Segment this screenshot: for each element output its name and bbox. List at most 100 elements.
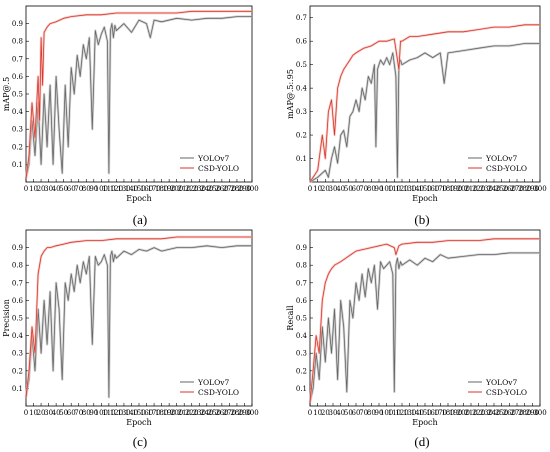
x-tick-label: 160 (426, 409, 439, 417)
legend-entry-1: CSD-YOLO (486, 388, 527, 397)
x-tick-label: 130 (117, 185, 130, 193)
series-line-1 (309, 238, 540, 403)
x-tick-label: 20 (37, 185, 46, 193)
x-tick-label: 180 (441, 185, 454, 193)
y-tick-label: 0.4 (296, 332, 308, 340)
x-axis-label: Epoch (412, 418, 437, 427)
x-tick-label: 30 (44, 409, 53, 417)
x-tick-label: 280 (230, 409, 243, 417)
x-tick-label: 50 (59, 409, 68, 417)
x-tick-label: 120 (110, 185, 123, 193)
x-tick-label: 40 (336, 185, 345, 193)
y-tick-label: 0.1 (12, 385, 23, 393)
y-tick-label: 0.2 (12, 367, 23, 375)
x-tick-label: 300 (245, 185, 258, 193)
panel-caption-d: (d) (414, 434, 430, 449)
x-tick-label: 190 (449, 185, 462, 193)
y-tick-label: 0.5 (296, 61, 307, 69)
y-axis-label: mAP@.5 (2, 77, 11, 111)
panel-caption-c: (c) (132, 434, 148, 449)
x-tick-label: 70 (359, 409, 368, 417)
x-tick-label: 10 (313, 185, 322, 193)
series-line-0 (309, 252, 540, 403)
x-tick-label: 200 (457, 185, 470, 193)
x-tick-label: 170 (434, 409, 447, 417)
x-tick-label: 50 (59, 185, 68, 193)
panel-caption-a: (a) (132, 212, 148, 227)
series-line-0 (25, 245, 252, 398)
x-axis-label: Epoch (126, 418, 151, 427)
x-tick-label: 190 (162, 409, 175, 417)
x-tick-label: 110 (102, 185, 115, 193)
x-tick-label: 210 (464, 185, 477, 193)
x-tick-label: 230 (193, 185, 206, 193)
x-tick-label: 290 (526, 409, 539, 417)
x-tick-label: 40 (52, 409, 61, 417)
x-tick-label: 300 (533, 185, 546, 193)
y-tick-label: 0.2 (296, 132, 307, 140)
x-tick-label: 170 (434, 185, 447, 193)
x-tick-label: 270 (510, 409, 523, 417)
y-tick-label: 0.3 (12, 126, 23, 134)
x-tick-label: 160 (140, 185, 153, 193)
x-tick-label: 40 (336, 409, 345, 417)
y-tick-label: 0.3 (12, 350, 23, 358)
series-line-1 (309, 24, 540, 183)
x-tick-label: 0 (24, 409, 28, 417)
y-tick-label: 0.4 (12, 332, 24, 340)
x-tick-label: 210 (178, 185, 191, 193)
x-tick-label: 70 (74, 409, 83, 417)
y-axis-label: mAP@.5:.95 (286, 69, 295, 119)
x-tick-label: 220 (472, 185, 485, 193)
y-tick-label: 0.7 (296, 279, 307, 287)
x-tick-label: 70 (359, 185, 368, 193)
x-tick-label: 100 (95, 409, 108, 417)
series-line-1 (25, 10, 252, 179)
y-axis-label: Precision (2, 299, 11, 337)
x-tick-label: 130 (403, 409, 416, 417)
y-tick-label: 0.5 (12, 315, 23, 323)
x-tick-label: 240 (200, 185, 213, 193)
x-tick-label: 130 (117, 409, 130, 417)
series-line-1 (25, 236, 252, 398)
x-tick-label: 10 (29, 185, 38, 193)
y-tick-label: 0.9 (296, 244, 307, 252)
x-tick-label: 60 (67, 409, 76, 417)
x-axis-label: Epoch (126, 194, 151, 203)
x-tick-label: 220 (472, 409, 485, 417)
x-tick-label: 110 (388, 185, 401, 193)
y-tick-label: 0.3 (296, 108, 307, 116)
x-tick-label: 50 (344, 185, 353, 193)
x-tick-label: 90 (89, 185, 98, 193)
x-axis-label: Epoch (412, 194, 437, 203)
y-tick-label: 0.4 (296, 85, 308, 93)
x-tick-label: 220 (185, 409, 198, 417)
chart-panel-3: 0 102030405060708090100110120130140150160… (286, 229, 547, 427)
x-tick-label: 280 (230, 185, 243, 193)
y-tick-label: 0.5 (296, 315, 307, 323)
x-tick-label: 50 (344, 409, 353, 417)
x-tick-label: 60 (67, 185, 76, 193)
x-tick-label: 70 (74, 185, 83, 193)
x-tick-label: 0 (308, 185, 312, 193)
x-tick-label: 150 (132, 409, 145, 417)
x-tick-label: 260 (503, 409, 516, 417)
y-tick-label: 0.3 (296, 350, 307, 358)
x-tick-label: 80 (367, 185, 376, 193)
x-tick-label: 130 (403, 185, 416, 193)
y-tick-label: 0.8 (296, 262, 307, 270)
x-tick-label: 230 (480, 185, 493, 193)
x-tick-label: 260 (503, 185, 516, 193)
y-tick-label: 0.7 (12, 279, 23, 287)
x-tick-label: 80 (82, 185, 91, 193)
x-tick-label: 290 (238, 185, 251, 193)
y-tick-label: 0.2 (12, 143, 23, 151)
y-tick-label: 0.1 (296, 385, 307, 393)
x-tick-label: 100 (380, 409, 393, 417)
x-tick-label: 200 (170, 409, 183, 417)
x-tick-label: 100 (380, 185, 393, 193)
x-tick-label: 140 (125, 185, 138, 193)
y-tick-label: 0.6 (296, 297, 308, 305)
x-tick-label: 240 (200, 409, 213, 417)
y-tick-label: 0.5 (12, 91, 23, 99)
